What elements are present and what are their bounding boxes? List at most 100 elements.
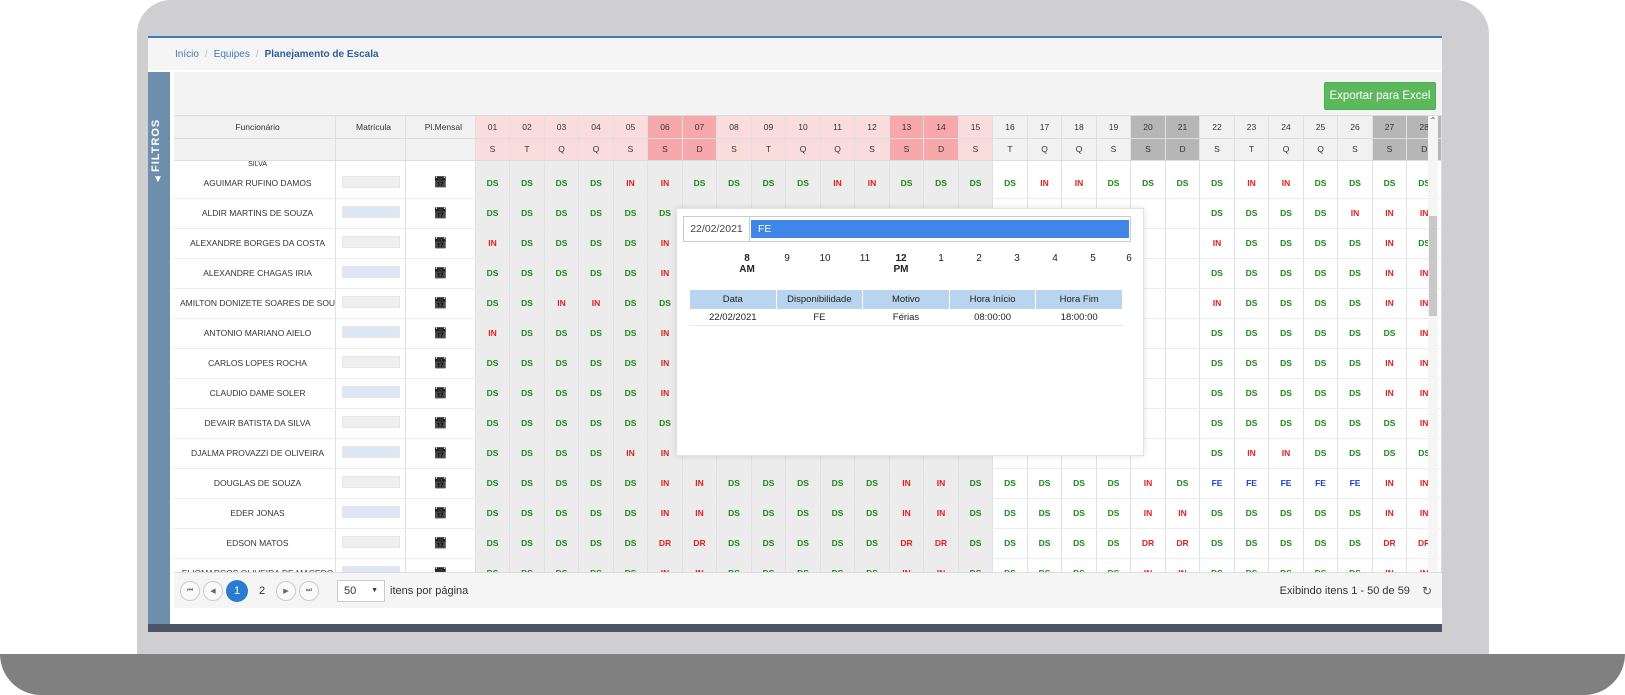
- schedule-cell[interactable]: DS: [716, 468, 752, 499]
- employee-name[interactable]: DOUGLAS DE SOUZA: [174, 468, 337, 499]
- schedule-cell[interactable]: [1165, 228, 1201, 259]
- schedule-cell[interactable]: IN: [1165, 498, 1201, 529]
- schedule-cell[interactable]: IN: [1234, 438, 1270, 469]
- schedule-cell[interactable]: IN: [544, 288, 580, 319]
- schedule-cell[interactable]: [1165, 378, 1201, 409]
- schedule-cell[interactable]: DS: [1199, 498, 1235, 529]
- employee-name[interactable]: ALEXANDRE BORGES DA COSTA: [174, 228, 337, 259]
- schedule-cell[interactable]: DS: [785, 468, 821, 499]
- schedule-cell[interactable]: FE: [1234, 468, 1270, 499]
- schedule-cell[interactable]: DS: [1199, 258, 1235, 289]
- schedule-cell[interactable]: DS: [1372, 438, 1408, 469]
- schedule-cell[interactable]: DS: [1337, 258, 1373, 289]
- schedule-cell[interactable]: DS: [1337, 438, 1373, 469]
- schedule-cell[interactable]: DS: [578, 168, 614, 199]
- schedule-cell[interactable]: IN: [1372, 498, 1408, 529]
- calendar-icon[interactable]: 📅: [405, 528, 476, 559]
- schedule-cell[interactable]: DS: [475, 438, 511, 469]
- schedule-cell[interactable]: IN: [647, 498, 683, 529]
- schedule-cell[interactable]: DS: [613, 528, 649, 559]
- schedule-cell[interactable]: DS: [1234, 498, 1270, 529]
- schedule-cell[interactable]: DS: [475, 378, 511, 409]
- schedule-cell[interactable]: DS: [1130, 168, 1166, 199]
- schedule-cell[interactable]: DS: [578, 228, 614, 259]
- schedule-cell[interactable]: DS: [509, 168, 545, 199]
- schedule-cell[interactable]: IN: [647, 168, 683, 199]
- schedule-cell[interactable]: DS: [1199, 438, 1235, 469]
- schedule-cell[interactable]: DS: [1234, 378, 1270, 409]
- calendar-icon[interactable]: 📅: [405, 318, 476, 349]
- schedule-cell[interactable]: IN: [1268, 438, 1304, 469]
- employee-name[interactable]: ANTONIO MARIANO AIELO: [174, 318, 337, 349]
- schedule-cell[interactable]: DS: [820, 528, 856, 559]
- schedule-cell[interactable]: IN: [475, 318, 511, 349]
- schedule-cell[interactable]: DS: [509, 258, 545, 289]
- schedule-cell[interactable]: DS: [1303, 408, 1339, 439]
- schedule-cell[interactable]: DS: [509, 498, 545, 529]
- schedule-cell[interactable]: DS: [682, 168, 718, 199]
- schedule-cell[interactable]: DS: [544, 438, 580, 469]
- schedule-cell[interactable]: DS: [1268, 288, 1304, 319]
- calendar-icon[interactable]: 📅: [405, 348, 476, 379]
- schedule-cell[interactable]: DR: [889, 528, 925, 559]
- schedule-cell[interactable]: IN: [854, 168, 890, 199]
- schedule-cell[interactable]: IN: [475, 228, 511, 259]
- filters-toggle[interactable]: ▼ FILTROS: [148, 72, 170, 632]
- schedule-cell[interactable]: IN: [1372, 288, 1408, 319]
- schedule-cell[interactable]: DS: [1027, 498, 1063, 529]
- schedule-cell[interactable]: DS: [751, 498, 787, 529]
- schedule-cell[interactable]: DS: [578, 468, 614, 499]
- schedule-cell[interactable]: DS: [544, 378, 580, 409]
- table-row[interactable]: EDSON MATOS 📅 DS DS DS DS DS DR DR DS DS DS DS DS DR DR…: [174, 528, 1442, 559]
- breadcrumb-teams[interactable]: Equipes: [213, 48, 250, 60]
- schedule-cell[interactable]: DR: [682, 528, 718, 559]
- schedule-cell[interactable]: DS: [613, 228, 649, 259]
- schedule-cell[interactable]: DS: [475, 168, 511, 199]
- page-1-button[interactable]: 1: [226, 579, 248, 602]
- schedule-cell[interactable]: DS: [613, 408, 649, 439]
- schedule-cell[interactable]: DS: [578, 378, 614, 409]
- schedule-cell[interactable]: DS: [1372, 168, 1408, 199]
- schedule-cell[interactable]: [1165, 258, 1201, 289]
- schedule-cell[interactable]: DS: [820, 498, 856, 529]
- calendar-icon[interactable]: 📅: [405, 228, 476, 259]
- schedule-cell[interactable]: DS: [1096, 498, 1132, 529]
- employee-name[interactable]: AGUIMAR RUFINO DAMOS: [174, 168, 337, 199]
- calendar-icon[interactable]: 📅: [405, 168, 476, 199]
- schedule-cell[interactable]: [1165, 198, 1201, 229]
- schedule-cell[interactable]: IN: [1372, 468, 1408, 499]
- schedule-cell[interactable]: DS: [1268, 498, 1304, 529]
- schedule-cell[interactable]: DS: [1337, 498, 1373, 529]
- schedule-cell[interactable]: DS: [1234, 198, 1270, 229]
- schedule-cell[interactable]: DS: [475, 348, 511, 379]
- schedule-cell[interactable]: DS: [854, 498, 890, 529]
- schedule-cell[interactable]: DS: [1303, 258, 1339, 289]
- schedule-cell[interactable]: DS: [1234, 528, 1270, 559]
- employee-name[interactable]: CARLOS LOPES ROCHA: [174, 348, 337, 379]
- schedule-cell[interactable]: IN: [1372, 228, 1408, 259]
- schedule-cell[interactable]: DS: [509, 408, 545, 439]
- schedule-cell[interactable]: DS: [854, 528, 890, 559]
- schedule-cell[interactable]: DS: [509, 438, 545, 469]
- schedule-cell[interactable]: DS: [958, 468, 994, 499]
- schedule-cell[interactable]: DS: [1337, 318, 1373, 349]
- refresh-icon[interactable]: ↻: [1421, 583, 1432, 598]
- schedule-cell[interactable]: DS: [785, 528, 821, 559]
- schedule-cell[interactable]: DS: [1027, 528, 1063, 559]
- schedule-cell[interactable]: DS: [544, 168, 580, 199]
- schedule-cell[interactable]: IN: [1061, 168, 1097, 199]
- schedule-cell[interactable]: FE: [1303, 468, 1339, 499]
- schedule-cell[interactable]: IN: [682, 498, 718, 529]
- schedule-cell[interactable]: DS: [475, 408, 511, 439]
- schedule-cell[interactable]: IN: [1372, 258, 1408, 289]
- schedule-cell[interactable]: DS: [1061, 468, 1097, 499]
- schedule-cell[interactable]: DS: [1303, 438, 1339, 469]
- schedule-cell[interactable]: DS: [613, 318, 649, 349]
- schedule-cell[interactable]: DS: [578, 438, 614, 469]
- schedule-cell[interactable]: IN: [889, 498, 925, 529]
- schedule-cell[interactable]: DS: [1303, 198, 1339, 229]
- schedule-cell[interactable]: FE: [1199, 468, 1235, 499]
- schedule-cell[interactable]: DS: [1303, 498, 1339, 529]
- schedule-cell[interactable]: DS: [1268, 228, 1304, 259]
- schedule-cell[interactable]: DS: [544, 318, 580, 349]
